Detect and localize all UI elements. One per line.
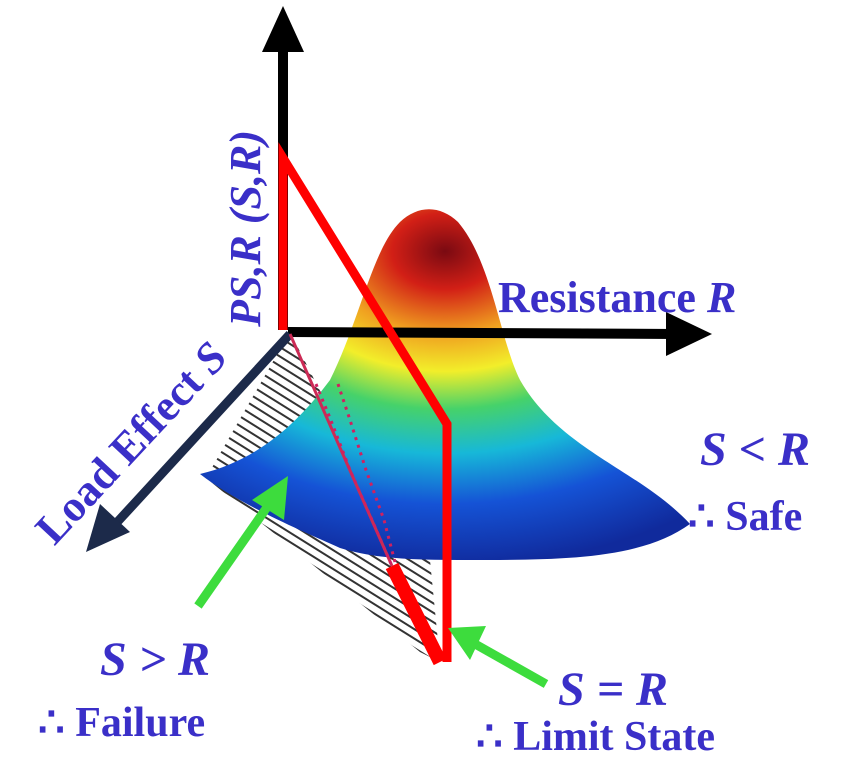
limit-state-plane <box>278 142 452 662</box>
limit-state-dotted-curve <box>314 383 394 567</box>
load-effect-axis-arrowhead <box>86 504 130 552</box>
limit-state-base-line <box>385 562 447 666</box>
failure-condition-label: S > R <box>100 633 211 686</box>
resistance-label-text: Resistance <box>498 273 707 322</box>
resistance-label-var: R <box>706 273 737 322</box>
limit-pointer-arrowhead <box>448 626 486 660</box>
limit-state-diagonal <box>288 333 394 567</box>
safe-condition-label: S < R <box>700 423 811 476</box>
resistance-axis-label: Resistance R <box>498 276 736 320</box>
failure-pointer-arrowhead <box>252 476 288 520</box>
probability-axis-arrowhead <box>262 6 304 52</box>
joint-density-surface <box>200 209 690 560</box>
load-effect-axis <box>106 330 294 534</box>
limit-pointer-arrow <box>465 636 549 688</box>
safe-conclusion-label: ∴ Safe <box>688 494 803 540</box>
limit-condition-label: S = R <box>558 663 669 716</box>
failure-conclusion-label: ∴ Failure <box>38 700 206 746</box>
limit-conclusion-label: ∴ Limit State <box>476 714 716 760</box>
y-axis-label: PS,R (S,R) <box>221 130 270 327</box>
resistance-axis <box>287 327 677 339</box>
limit-state-dotted-curve-2 <box>336 383 398 567</box>
resistance-axis-arrowhead <box>666 312 712 356</box>
failure-pointer-arrow <box>194 497 276 609</box>
